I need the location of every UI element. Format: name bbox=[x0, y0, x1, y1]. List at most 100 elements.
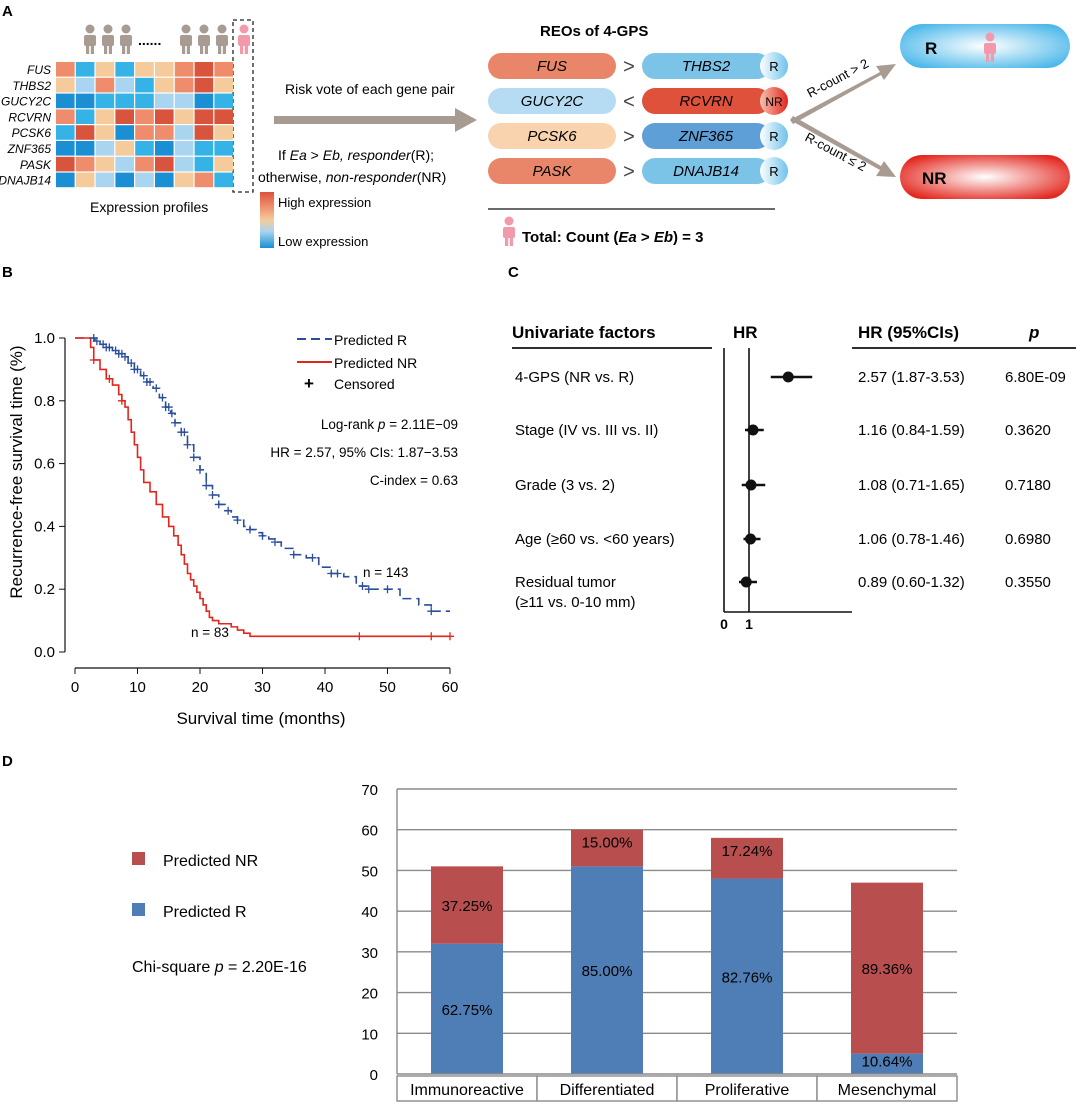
heatmap-cell bbox=[115, 141, 134, 156]
bar-nr-percent: 17.24% bbox=[722, 843, 773, 860]
left-gene-pill bbox=[488, 53, 616, 79]
censor-mark-r bbox=[358, 582, 367, 591]
censor-mark-nr bbox=[427, 632, 436, 641]
bar-nr-percent: 15.00% bbox=[582, 835, 633, 852]
n-nr-text: n = 83 bbox=[191, 625, 229, 640]
right-gene-pill bbox=[642, 123, 770, 149]
heatmap-cell bbox=[135, 77, 154, 93]
censor-mark-nr bbox=[355, 632, 364, 641]
legend-nr-swatch bbox=[132, 852, 145, 865]
heatmap-cell bbox=[155, 141, 174, 156]
p-value-text: 0.3550 bbox=[1005, 574, 1051, 591]
header-p: p bbox=[1028, 323, 1039, 342]
bar-predicted-nr bbox=[571, 829, 643, 867]
heatmap-cell bbox=[214, 141, 233, 156]
x-tick-label: 50 bbox=[379, 679, 396, 696]
heatmap-cell bbox=[194, 93, 214, 109]
comparison-operator: > bbox=[623, 126, 635, 148]
header-ci: HR (95%CIs) bbox=[858, 323, 959, 342]
heatmap-cell bbox=[115, 172, 134, 188]
up-arrow-icon bbox=[790, 64, 896, 124]
p-value-text: 0.7180 bbox=[1005, 477, 1051, 494]
right-gene-pill bbox=[642, 88, 770, 114]
right-arrow-icon bbox=[274, 108, 477, 132]
heatmap-cell bbox=[95, 156, 115, 172]
bar-predicted-r bbox=[851, 1053, 923, 1074]
gene-label: DNAJB14 bbox=[0, 174, 51, 188]
factor-label: Grade (3 vs. 2) bbox=[515, 477, 615, 494]
logrank-text: Log-rank p = 2.11E−09 bbox=[321, 417, 458, 432]
heatmap-cell bbox=[155, 77, 174, 93]
gene-label: GUCY2C bbox=[1, 95, 51, 109]
heatmap-cell bbox=[194, 172, 214, 188]
x-tick-label: 0 bbox=[71, 679, 79, 696]
person-icon bbox=[120, 24, 132, 54]
censor-mark-r bbox=[383, 585, 392, 594]
heatmap-cell bbox=[115, 125, 134, 140]
heatmap-cell bbox=[155, 109, 174, 124]
vote-label: NR bbox=[765, 95, 783, 109]
vote-label: R bbox=[769, 164, 778, 179]
legend-low: Low expression bbox=[278, 234, 368, 249]
legend-nr-text: Predicted NR bbox=[334, 355, 417, 371]
person-icon bbox=[198, 24, 210, 54]
ci-text: 0.89 (0.60-1.32) bbox=[858, 574, 965, 591]
y-tick-label: 20 bbox=[361, 986, 378, 1003]
heatmap-cell bbox=[155, 156, 174, 172]
result-nr-label: NR bbox=[922, 169, 947, 188]
heatmap-cell bbox=[174, 109, 194, 124]
category-label: Differentiated bbox=[560, 1082, 655, 1099]
gene-label: ZNF365 bbox=[7, 142, 52, 156]
x-tick-label: 40 bbox=[317, 679, 334, 696]
censor-mark-nr bbox=[446, 632, 454, 641]
heatmap-cell bbox=[135, 109, 154, 124]
factor-label: 4-GPS (NR vs. R) bbox=[515, 369, 634, 386]
bar-predicted-r bbox=[571, 866, 643, 1074]
x-tick-label: 60 bbox=[442, 679, 459, 696]
heatmap-cell bbox=[135, 93, 154, 109]
category-cell bbox=[816, 1075, 958, 1102]
y-tick-label: 0.6 bbox=[34, 456, 55, 473]
y-tick-label: 60 bbox=[361, 823, 378, 840]
y-tick-label: 1.0 bbox=[34, 330, 55, 347]
gene-label: THBS2 bbox=[12, 79, 51, 93]
censor-mark-r bbox=[167, 409, 176, 418]
vote-badge bbox=[760, 52, 788, 80]
heatmap-cell bbox=[56, 77, 75, 93]
total-count: Total: Count (Ea > Eb) = 3 bbox=[522, 229, 703, 246]
heatmap-cell bbox=[214, 93, 233, 109]
bar-nr-percent: 37.25% bbox=[442, 898, 493, 915]
km-y-axis-label: Recurrence-free survival time (%) bbox=[7, 345, 26, 598]
heatmap-cell bbox=[194, 109, 214, 124]
left-gene-pill bbox=[488, 88, 616, 114]
heatmap-cell bbox=[174, 77, 194, 93]
header-hr: HR bbox=[733, 323, 758, 342]
stacked-bar-chart: 0 10 20 30 40 50 60 70 62.75% 37.25% Immunoreactiv… bbox=[361, 782, 958, 1102]
heatmap-cell bbox=[95, 109, 115, 124]
censor-mark-r bbox=[258, 531, 267, 540]
vote-label: R bbox=[769, 129, 778, 144]
heatmap-cell bbox=[214, 156, 233, 172]
censor-mark-r bbox=[289, 550, 298, 559]
left-gene-name: PCSK6 bbox=[527, 128, 577, 145]
heatmap-cell bbox=[115, 156, 134, 172]
heatmap-cell bbox=[75, 109, 95, 124]
legend-r-text: Predicted R bbox=[334, 332, 407, 348]
person-icon bbox=[84, 24, 96, 54]
panel-b: B 0.0 0.2 0.4 0.6 0.8 1.0 0 10 20 30 40 50 60 Recurr… bbox=[2, 264, 458, 728]
person-icon bbox=[216, 24, 228, 54]
heatmap-cell bbox=[214, 62, 233, 77]
heatmap-cell bbox=[214, 77, 233, 93]
censor-mark-r bbox=[233, 516, 242, 525]
heatmap-cell bbox=[194, 62, 214, 77]
gene-label: RCVRN bbox=[8, 110, 51, 124]
heatmap-cell bbox=[135, 172, 154, 188]
bar-predicted-nr bbox=[851, 882, 923, 1054]
censor-mark-r bbox=[202, 481, 211, 490]
heatmap-cell bbox=[95, 62, 115, 77]
censor-mark-r bbox=[364, 585, 373, 594]
y-tick-label: 0.8 bbox=[34, 393, 55, 410]
right-gene-name: DNAJB14 bbox=[673, 163, 739, 180]
heatmap-cell bbox=[75, 125, 95, 140]
